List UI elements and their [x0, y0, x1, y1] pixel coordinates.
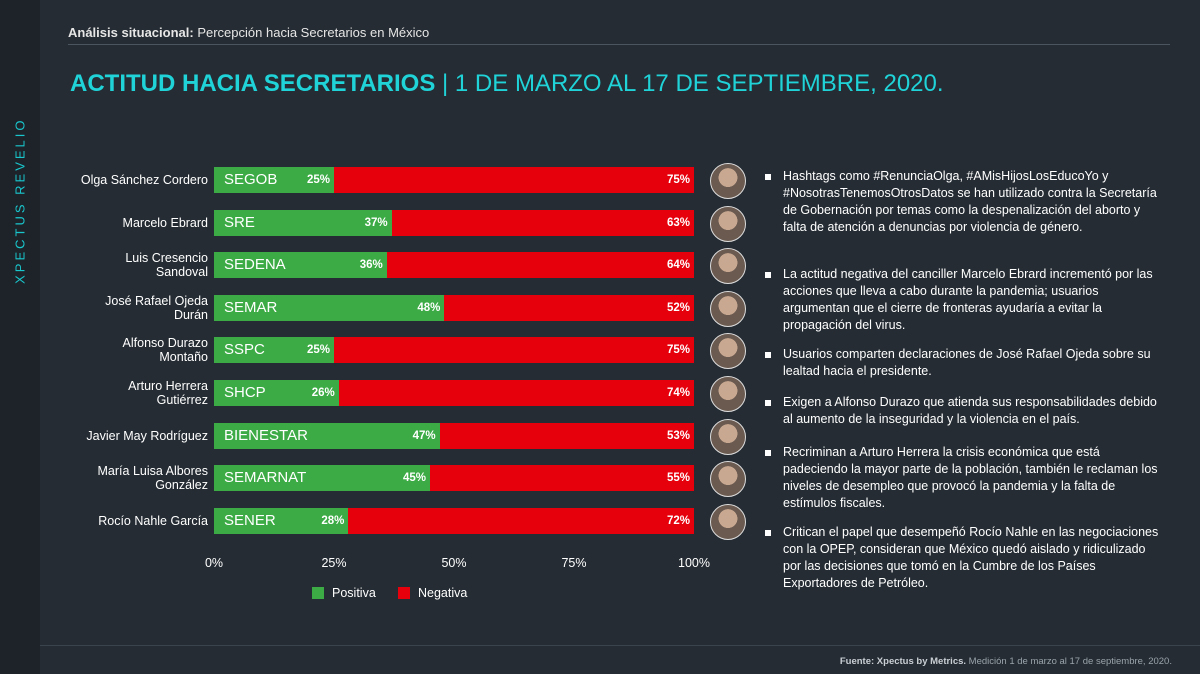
photo	[710, 376, 746, 412]
category-label: María Luisa Albores González	[97, 464, 208, 493]
x-tick-label: 75%	[561, 556, 587, 570]
agency-label: SEDENA	[224, 256, 286, 274]
photo	[710, 418, 746, 455]
brand: XPECTUS REVELIO	[12, 117, 28, 284]
legend-swatch	[312, 587, 324, 599]
note: Hashtags como #RenunciaOlga, #AMisHijosL…	[783, 169, 1157, 234]
chart-subtitle: | 1 DE MARZO AL 17 DE SEPTIEMBRE, 2020.	[442, 70, 944, 97]
note: Critican el papel que desempeñó Rocío Na…	[783, 525, 1159, 590]
category-label: Rocío Nahle García	[98, 513, 208, 528]
category-label: Arturo Herrera Gutiérrez	[128, 379, 208, 407]
agency-label: SRE	[224, 213, 255, 231]
bullet	[765, 174, 771, 180]
value-label: 25%	[306, 174, 330, 186]
bar-segment	[439, 422, 694, 449]
bullet	[765, 352, 771, 358]
agency-label: SHCP	[224, 384, 266, 401]
legend-label: Positiva	[332, 586, 376, 600]
footer-text: Medición 1 de marzo al 17 de septiembre,…	[968, 656, 1172, 667]
x-tick-label: 25%	[321, 556, 347, 570]
value-label: 28%	[321, 514, 345, 527]
header-label: Análisis situacional:	[68, 25, 194, 40]
value-label: 63%	[666, 216, 690, 229]
photo	[710, 248, 746, 285]
chart-title: ACTITUD HACIA SECRETARIOS	[70, 70, 436, 97]
value-label: 64%	[666, 259, 690, 272]
note: Exigen a Alfonso Durazo que atienda sus …	[783, 395, 1157, 426]
bullet	[765, 400, 771, 406]
side-strip	[0, 0, 40, 674]
value-label: 25%	[306, 344, 330, 357]
value-label: 52%	[666, 301, 690, 314]
bullet	[765, 272, 771, 278]
value-label: 74%	[666, 387, 690, 399]
value-label: 53%	[666, 429, 690, 442]
legend-swatch	[398, 587, 410, 599]
agency-label: SEGOB	[224, 171, 278, 188]
agency-label: SSPC	[224, 341, 265, 359]
divider	[68, 44, 1170, 45]
bar-segment	[214, 380, 339, 406]
footer: Fuente: Xpectus by Metrics. Medición 1 d…	[840, 656, 1172, 667]
agency-label: SEMARNAT	[224, 469, 307, 487]
x-tick-label: 50%	[441, 556, 467, 570]
value-label: 45%	[402, 472, 426, 485]
photo	[710, 333, 746, 370]
agency-label: SEMAR	[224, 298, 278, 316]
value-label: 36%	[359, 259, 383, 272]
header: Análisis situacional: Percepción hacia S…	[68, 25, 429, 40]
note: Recriminan a Arturo Herrera la crisis ec…	[783, 445, 1158, 510]
bar-segment	[214, 294, 445, 321]
agency-label: SENER	[224, 511, 276, 529]
bar-segment	[391, 209, 694, 236]
value-label: 47%	[412, 429, 436, 442]
category-label: Luis Cresencio Sandoval	[125, 251, 208, 280]
value-label: 72%	[666, 514, 690, 527]
x-tick-label: 0%	[204, 556, 224, 570]
bullet	[765, 530, 771, 536]
category-label: Olga Sánchez Cordero	[80, 173, 208, 187]
header-text: Percepción hacia Secretarios en México	[197, 25, 430, 40]
bar-segment	[386, 252, 694, 279]
note: La actitud negativa del canciller Marcel…	[783, 267, 1153, 332]
photo	[710, 290, 746, 327]
bar-segment	[430, 465, 694, 492]
bullet	[765, 450, 771, 456]
value-label: 55%	[666, 472, 690, 485]
bar-segment	[338, 380, 694, 406]
photo	[710, 503, 746, 540]
bar-segment	[348, 507, 694, 534]
photo	[710, 205, 746, 242]
legend-label: Negativa	[418, 586, 468, 600]
value-label: 75%	[666, 344, 690, 357]
category-label: Alfonso Durazo Montaño	[122, 336, 208, 365]
value-label: 75%	[666, 174, 690, 186]
value-label: 48%	[417, 301, 441, 314]
bar-segment	[214, 209, 392, 236]
category-label: Javier May Rodríguez	[86, 428, 208, 443]
bar-segment	[214, 507, 349, 534]
title: ACTITUD HACIA SECRETARIOS | 1 DE MARZO A…	[70, 70, 944, 98]
bar-segment	[214, 465, 430, 492]
note: Usuarios comparten declaraciones de José…	[783, 347, 1151, 378]
source: Fuente: Xpectus by Metrics.	[839, 656, 967, 667]
category-label: Marcelo Ebrard	[122, 215, 208, 230]
value-label: 26%	[311, 387, 335, 399]
bar-segment	[334, 167, 694, 193]
value-label: 37%	[364, 216, 388, 229]
x-tick-label: 100%	[678, 556, 710, 570]
bar-segment	[334, 337, 694, 364]
agency-label: BIENESTAR	[224, 426, 308, 444]
photo	[710, 163, 746, 199]
divider	[40, 645, 1200, 646]
bar-segment	[214, 252, 387, 279]
bar-segment	[214, 422, 440, 449]
bar-segment	[444, 294, 694, 321]
category-label: José Rafael Ojeda Durán	[105, 293, 208, 322]
bar-segment	[214, 337, 334, 364]
bar-segment	[214, 167, 334, 193]
photo	[710, 461, 746, 498]
